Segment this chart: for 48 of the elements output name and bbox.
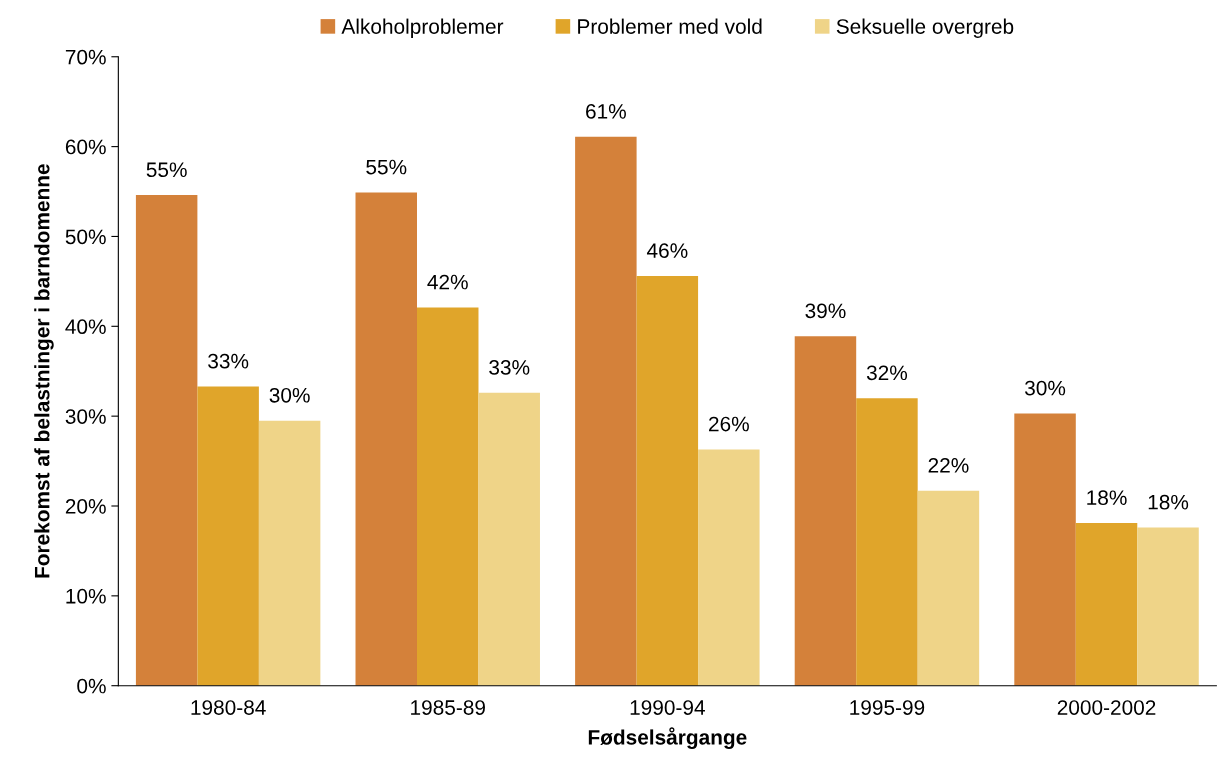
bar [197,386,259,686]
data-label: 39% [805,303,846,319]
y-tick-label: 20% [65,499,106,514]
data-label: 33% [208,353,249,369]
bar [794,336,857,686]
y-tick-label: 60% [65,139,106,155]
data-label: 33% [489,360,530,375]
y-axis-title: Forekomst af belastninger i barndomenne [34,164,54,578]
y-tick-label: 70% [65,49,106,65]
y-tick-label: 50% [65,229,106,245]
data-label: 18% [1087,490,1127,506]
data-label: 18% [1148,494,1189,510]
x-tick-label: 1995-99 [850,700,925,715]
y-tick-label: 40% [65,319,106,335]
data-label: 42% [427,274,468,290]
bar [355,192,417,686]
bar [417,307,479,686]
x-axis-title: Fødselsårgange [588,727,747,749]
x-tick-label: 1985-89 [411,700,485,715]
y-tick-label: 10% [66,588,106,604]
y-tick-label: 0% [77,678,106,694]
bar [917,490,980,686]
bar [1137,527,1199,686]
data-label: 61% [586,103,626,119]
bar [478,392,540,686]
bar [1014,413,1076,686]
legend-label: Problemer med vold [578,18,762,34]
legend-label: Seksuelle overgreb [836,18,1014,39]
x-tick-label: 1990-94 [630,700,705,715]
legend-label: Alkoholproblemer [341,18,504,39]
x-tick-label: 1980-84 [191,700,266,715]
bar [1075,523,1138,686]
bar [575,136,637,686]
bar [636,275,699,686]
data-label: 55% [146,162,187,178]
y-tick-label: 30% [65,409,106,424]
data-label: 22% [928,457,969,473]
data-label: 46% [646,243,688,258]
bar [698,449,760,686]
data-label: 55% [366,159,407,175]
data-label: 30% [269,387,310,403]
bar [135,195,198,686]
bar [856,398,918,686]
data-label: 26% [709,416,749,432]
x-tick-label: 2000-2002 [1057,700,1156,715]
bar [258,420,321,686]
data-label: 32% [866,365,908,381]
data-label: 30% [1025,380,1066,396]
